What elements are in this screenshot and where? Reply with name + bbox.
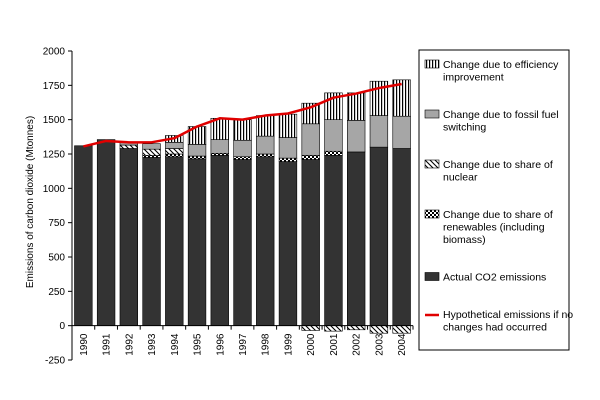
x-tick-label: 2004 [397, 333, 408, 356]
bar-segment-1999-s0 [278, 161, 298, 326]
bar-segment-2000-s3 [301, 123, 320, 156]
legend-label: Actual CO2 emissions [443, 272, 546, 284]
legend-swatch [424, 59, 440, 69]
y-tick-label: 750 [48, 218, 65, 229]
legend-swatch [424, 209, 440, 219]
bar-segment-2004-s5 [392, 325, 411, 334]
legend-swatch [424, 159, 440, 169]
x-tick-label: 1996 [215, 333, 226, 356]
bar-segment-1999-s4 [278, 113, 298, 138]
legend: Change due to efficiency improvement Chang… [418, 49, 573, 351]
bar-segment-2002-s4 [347, 92, 366, 121]
plot-area [74, 79, 411, 334]
bar-segment-1996-s3 [210, 139, 229, 154]
bar-segment-2002-s5 [347, 325, 366, 331]
bar-segment-1998-s4 [256, 115, 275, 137]
bar-segment-1999-s3 [278, 137, 298, 159]
x-tick-label: 2000 [306, 333, 317, 356]
x-tick-label: 1992 [124, 333, 135, 356]
bar-segment-1998-s3 [256, 135, 275, 155]
bar-segment-1994-s0 [165, 156, 184, 326]
bar-segment-1997-s3 [233, 139, 252, 158]
bar-segment-1991-s0 [96, 139, 116, 326]
y-tick-label: 1500 [43, 115, 66, 126]
bar-segment-1994-s2 [165, 148, 184, 155]
bar-segment-1998-s1 [256, 153, 275, 158]
bar-segment-2001-s1 [324, 150, 343, 156]
bar-segment-2000-s5 [301, 325, 320, 331]
bar-segment-1993-s0 [142, 157, 161, 326]
legend-label: Change due to share of nuclear [443, 159, 553, 184]
bar-segment-1997-s0 [233, 159, 252, 326]
y-tick-label: 1750 [43, 81, 66, 92]
x-tick-label: 1994 [170, 333, 181, 356]
y-tick-label: 1000 [43, 184, 66, 195]
x-tick-label: 2001 [329, 333, 340, 356]
bar-segment-2001-s5 [324, 325, 343, 332]
y-tick-label: 0 [59, 321, 65, 332]
x-tick-label: 1997 [238, 333, 249, 356]
bar-segment-1996-s0 [210, 155, 229, 326]
x-axis: 1990 1991 1992 1993 1994 1995 1996 1997 1998 1999… [71, 325, 414, 356]
y-axis-title: Emissions of carbon dioxide (Mtonnes) [25, 116, 36, 288]
bar-segment-2004-s0 [392, 148, 411, 326]
bar-segment-2002-s0 [347, 151, 366, 326]
x-tick-label: 1991 [102, 333, 113, 356]
bar-segment-1998-s0 [256, 156, 275, 326]
bar-segment-1993-s2 [142, 148, 161, 156]
bar-segment-1999-s1 [278, 157, 298, 162]
x-tick-label: 1995 [193, 333, 204, 356]
bar-segment-2000-s1 [301, 155, 320, 160]
x-tick-label: 1999 [283, 333, 294, 356]
bar-segment-2002-s3 [347, 120, 366, 153]
x-tick-label: 2002 [352, 333, 363, 356]
legend-label: Hypothetical emissions if no changes had … [443, 309, 573, 334]
y-tick-label: 250 [48, 287, 65, 298]
hypothetical-emissions-line [83, 82, 402, 148]
legend-swatch [424, 109, 440, 119]
legend-label: Change due to efficiency improvement [443, 59, 559, 84]
legend-swatch [424, 272, 440, 281]
bar-segment-1997-s1 [233, 156, 252, 160]
bar-segment-1995-s0 [187, 158, 207, 326]
bar-segment-2000-s0 [301, 159, 320, 326]
bar-segment-2004-s3 [392, 115, 411, 149]
bar-segment-1994-s1 [165, 153, 184, 158]
bar-segment-1993-s3 [142, 143, 161, 150]
legend-box [418, 49, 570, 351]
bar-segment-2004-s4 [392, 79, 411, 117]
bar-segment-1993-s1 [142, 155, 161, 158]
y-axis: -250 0 250 500 750 1000 1250 1500 1750 2000 [43, 47, 73, 367]
bar-segment-2001-s0 [324, 155, 343, 326]
bar-segment-1990-s0 [74, 145, 93, 326]
bar-segment-1995-s1 [187, 155, 207, 160]
bar-segment-2003-s5 [369, 325, 389, 334]
x-tick-label: 2003 [374, 333, 385, 356]
y-tick-label: 1250 [43, 150, 66, 161]
bar-segment-2003-s0 [369, 146, 389, 326]
x-tick-label: 1993 [147, 333, 158, 356]
bar-segment-1995-s3 [187, 144, 207, 157]
x-tick-label: 1990 [79, 333, 90, 356]
legend-label: Change due to share of renewables (includ… [443, 209, 553, 246]
bar-segment-1994-s3 [165, 142, 184, 149]
x-tick-label: 1998 [261, 333, 272, 356]
bar-segment-1992-s0 [119, 148, 138, 326]
bar-segment-2001-s3 [324, 119, 343, 152]
y-tick-label: 2000 [43, 47, 66, 58]
y-tick-label: 500 [48, 253, 65, 264]
bar-segment-1997-s4 [233, 119, 252, 141]
legend-label: Change due to fossil fuel switching [443, 109, 559, 134]
bar-segment-2003-s3 [369, 115, 389, 148]
bar-segment-1996-s1 [210, 153, 229, 156]
bar-segment-1992-s2 [119, 144, 138, 149]
y-tick-label: -250 [45, 356, 65, 367]
